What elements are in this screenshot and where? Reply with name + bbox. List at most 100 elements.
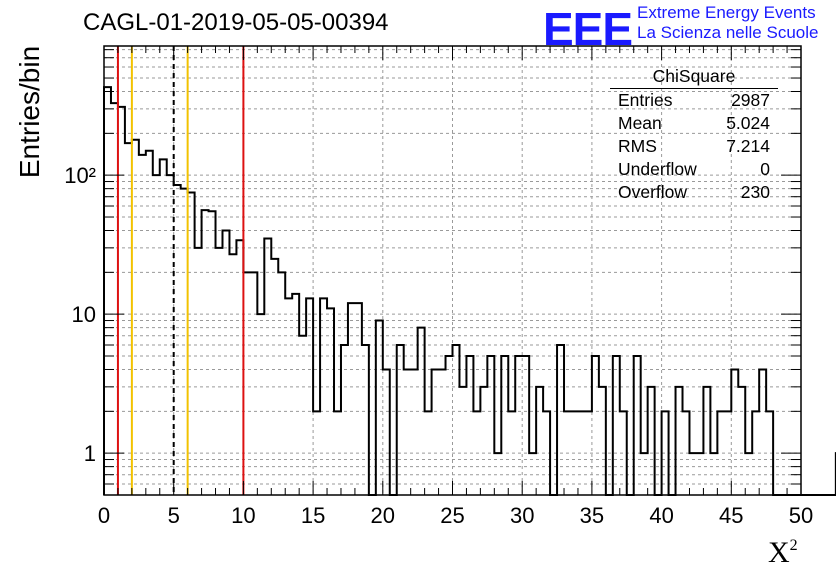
histogram-bin [334,411,341,495]
stats-label: Mean [618,113,662,133]
histogram-bin [613,356,620,495]
histogram-bin [515,356,522,495]
x-tick-label: 10 [231,503,255,528]
histogram-bin [487,356,494,495]
logo-line-2: La Scienza nelle Scuole [637,23,819,42]
histogram-bin [271,259,278,495]
histogram-bin [522,356,529,495]
histogram-bin [480,387,487,495]
histogram-bin [731,369,738,495]
histogram-bin [404,369,411,495]
histogram-outline [103,86,836,496]
x-tick-label: 35 [580,503,604,528]
histogram-bin [264,239,271,495]
x-tick-label: 45 [719,503,743,528]
histogram-bin [683,411,690,495]
histogram-bin [278,272,285,495]
histogram-bin [292,294,299,495]
histogram-bin [564,411,571,495]
histogram-bin [578,411,585,495]
histogram-bin [724,411,731,495]
histogram-bin [599,387,606,495]
histogram-bin [634,356,641,495]
stats-label: RMS [618,136,657,156]
logo-line-1: Extreme Energy Events [637,3,816,22]
stats-row-underflow: Underflow 0 [610,158,778,181]
histogram-bin [752,411,759,495]
histogram-bin [383,369,390,495]
histogram-bin [425,411,432,495]
stats-value: 5.024 [726,113,770,133]
histogram-bin [745,453,752,495]
histogram-bin [766,411,773,495]
x-axis-label-superscript: 2 [789,537,798,554]
y-tick-label: 10² [64,163,96,188]
histogram-bin [188,193,195,495]
x-axis-label-base: X [768,536,790,569]
histogram-bin [216,248,223,495]
x-tick-label: 30 [510,503,534,528]
stats-value: 7.214 [726,136,770,156]
x-tick-label: 15 [301,503,325,528]
histogram-bin [285,298,292,495]
stats-label: Overflow [618,182,688,202]
histogram-bin [146,151,153,495]
histogram-bin [257,314,264,495]
histogram-bin [327,308,334,495]
histogram-bin [209,211,216,495]
histogram-bin [153,175,160,495]
histogram-bin [473,411,480,495]
y-tick-label: 1 [84,441,96,466]
x-tick-label: 5 [168,503,180,528]
chart-title: CAGL-01-2019-05-05-00394 [83,9,389,36]
histogram-bin [717,411,724,495]
histogram-bin [738,387,745,495]
histogram-bin [494,453,501,495]
x-tick-label: 50 [789,503,813,528]
histogram-bin [139,155,146,495]
histogram-bin [759,369,766,495]
stats-row-rms: RMS 7.214 [610,135,778,158]
histogram-bin [104,87,111,495]
histogram-bin [453,345,460,495]
histogram-bin [676,387,683,495]
histogram-bin [118,107,125,495]
histogram-bin [236,240,243,495]
stats-title: ChiSquare [610,66,778,89]
histogram-bin [459,387,466,495]
histogram-bin [229,254,236,495]
histogram-bin [536,387,543,495]
histogram-bin [362,345,369,495]
stats-label: Underflow [618,159,697,179]
histogram-bin [508,411,515,495]
histogram-bin [313,411,320,495]
histogram-bin [222,230,229,495]
histogram-bin [592,356,599,495]
histogram-bin [181,189,188,495]
stats-row-entries: Entries 2987 [610,89,778,112]
histogram-bin [243,272,250,495]
histogram-bin [250,272,257,495]
histogram-bin [620,411,627,495]
stats-box: ChiSquare Entries 2987 Mean 5.024 RMS 7.… [610,66,778,204]
x-tick-label: 25 [440,503,464,528]
histogram-bin [648,387,655,495]
histogram-bin [167,175,174,495]
histogram-bin [703,387,710,495]
histogram-bin [111,103,118,495]
histogram-bin [571,411,578,495]
histogram-bin [446,356,453,495]
x-tick-label: 0 [98,503,110,528]
histogram-bin [174,185,181,495]
x-tick-label: 20 [371,503,395,528]
histogram-bin [641,453,648,495]
histogram-bin [466,356,473,495]
histogram-bin [501,356,508,495]
histogram-bin [529,453,536,495]
histogram-bin [132,140,139,495]
histogram-bin [432,369,439,495]
histogram-bin [376,321,383,495]
histogram-bin [195,248,202,495]
histogram-bin [125,143,132,495]
